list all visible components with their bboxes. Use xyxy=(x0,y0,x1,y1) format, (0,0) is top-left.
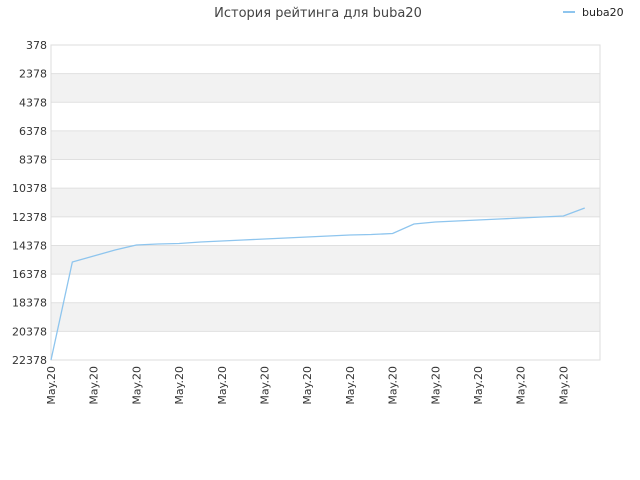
y-tick-label: 22378 xyxy=(12,354,47,367)
y-tick-label: 20378 xyxy=(12,325,47,338)
x-tick-label: May.20 xyxy=(472,366,485,405)
y-tick-label: 378 xyxy=(26,39,47,52)
x-tick-label: May.20 xyxy=(173,366,186,405)
y-tick-label: 12378 xyxy=(12,211,47,224)
grid-band xyxy=(51,302,600,332)
grid-band xyxy=(51,73,600,103)
grid-band xyxy=(51,245,600,275)
x-tick-label: May.20 xyxy=(216,366,229,405)
plot-frame xyxy=(50,44,601,361)
y-tick-label: 4378 xyxy=(19,96,47,109)
y-tick-label: 14378 xyxy=(12,239,47,252)
x-tick-label: May.20 xyxy=(344,366,357,405)
series-line xyxy=(50,207,585,361)
chart-title: История рейтинга для buba20 xyxy=(214,6,422,21)
x-tick-label: May.20 xyxy=(301,366,314,405)
x-tick-label: May.20 xyxy=(387,366,400,405)
x-tick-label: May.20 xyxy=(557,366,570,405)
x-tick-label: May.20 xyxy=(88,366,101,405)
legend-label: buba20 xyxy=(582,6,624,19)
x-tick-label: May.20 xyxy=(429,366,442,405)
x-tick-label: May.20 xyxy=(515,366,528,405)
grid-band xyxy=(51,130,600,160)
y-tick-label: 8378 xyxy=(19,154,47,167)
y-tick-label: 10378 xyxy=(12,182,47,195)
y-tick-label: 18378 xyxy=(12,297,47,310)
x-tick-label: May.20 xyxy=(259,366,272,405)
y-tick-label: 16378 xyxy=(12,268,47,281)
x-tick-label: May.20 xyxy=(130,366,143,405)
grid-band xyxy=(51,188,600,217)
y-tick-label: 2378 xyxy=(19,68,47,81)
y-tick-label: 6378 xyxy=(19,125,47,138)
x-tick-label: May.20 xyxy=(45,366,58,405)
